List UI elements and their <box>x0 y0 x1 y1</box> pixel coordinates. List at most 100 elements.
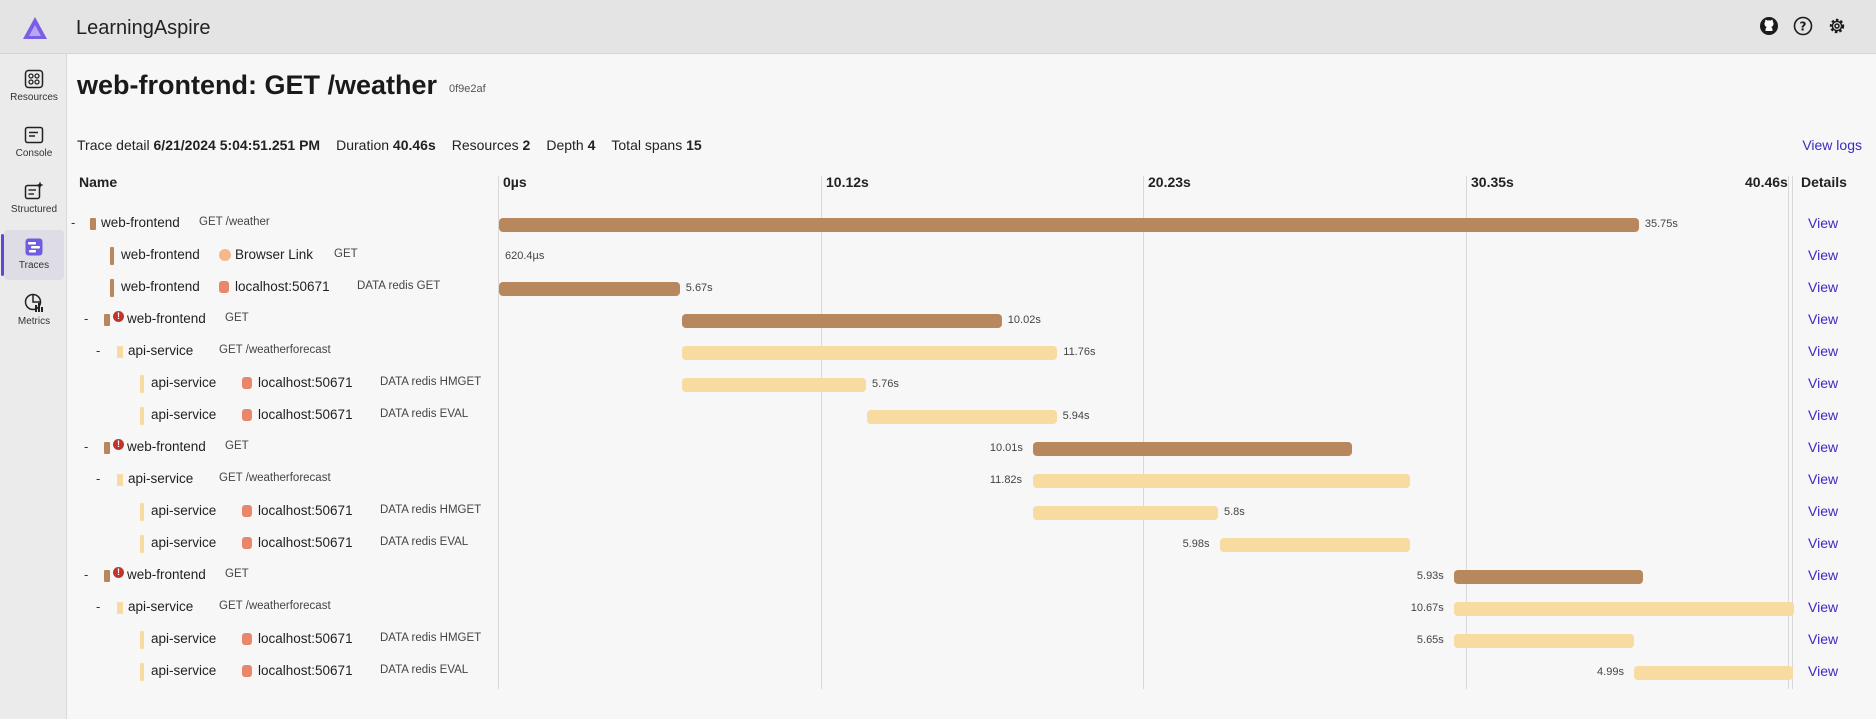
error-icon: ! <box>113 311 124 322</box>
timeline-tick-label: 30.35s <box>1471 174 1514 190</box>
error-icon: ! <box>113 439 124 450</box>
span-duration-bar[interactable] <box>1453 634 1635 648</box>
expand-collapse-toggle[interactable]: - <box>96 599 101 614</box>
name-column-header[interactable]: Name <box>79 174 118 190</box>
service-color-marker <box>140 407 144 425</box>
span-duration-bar[interactable] <box>867 410 1057 424</box>
trace-span-row[interactable]: -! web-frontend GET 5.93s View <box>67 559 1876 591</box>
trace-id: 0f9e2af <box>449 83 486 95</box>
total-spans-label: Total spans <box>611 137 683 153</box>
trace-span-row[interactable]: web-frontend localhost:50671 DATA redis GE… <box>67 271 1876 303</box>
service-color-marker <box>90 218 96 230</box>
database-icon <box>242 409 252 421</box>
span-operation: GET <box>334 248 358 260</box>
span-duration-label: 5.94s <box>1062 410 1090 422</box>
help-icon[interactable]: ? <box>1792 15 1814 37</box>
structured-icon <box>24 181 44 200</box>
span-operation: DATA redis HMGET <box>380 376 482 388</box>
view-span-details-link[interactable]: View <box>1808 599 1839 615</box>
main-content: web-frontend: GET /weather 0f9e2af Trace… <box>67 54 1876 719</box>
span-duration-bar[interactable] <box>499 282 680 296</box>
span-duration-bar[interactable] <box>1033 474 1410 488</box>
sidebar-item-label: Console <box>15 148 53 159</box>
view-span-details-link[interactable]: View <box>1808 503 1839 519</box>
span-operation: GET <box>225 568 249 580</box>
trace-span-row[interactable]: api-service localhost:50671 DATA redis EVA… <box>67 399 1876 431</box>
span-operation: DATA redis GET <box>357 280 441 292</box>
sidebar-item-structured[interactable]: Structured <box>4 174 64 224</box>
app-title[interactable]: LearningAspire <box>76 17 211 39</box>
span-duration-label: 10.02s <box>1007 314 1041 326</box>
expand-collapse-toggle[interactable]: - <box>71 215 76 230</box>
view-span-details-link[interactable]: View <box>1808 343 1839 359</box>
database-icon <box>242 537 252 549</box>
span-peer-name: Browser Link <box>235 247 314 262</box>
expand-collapse-toggle[interactable]: - <box>96 471 101 486</box>
view-span-details-link[interactable]: View <box>1808 631 1839 647</box>
span-duration-bar[interactable] <box>499 218 1639 232</box>
view-span-details-link[interactable]: View <box>1808 439 1839 455</box>
trace-span-row[interactable]: api-service localhost:50671 DATA redis EVA… <box>67 655 1876 687</box>
expand-collapse-toggle[interactable]: - <box>96 343 101 358</box>
expand-collapse-toggle[interactable]: - <box>84 567 89 582</box>
service-color-marker <box>110 247 114 265</box>
trace-span-row[interactable]: api-service localhost:50671 DATA redis HMG… <box>67 495 1876 527</box>
span-duration-bar[interactable] <box>682 314 1002 328</box>
database-icon <box>242 505 252 517</box>
span-duration-bar[interactable] <box>1033 442 1353 456</box>
view-span-details-link[interactable]: View <box>1808 407 1839 423</box>
details-column-header[interactable]: Details <box>1801 174 1847 190</box>
view-logs-link[interactable]: View logs <box>1802 137 1862 153</box>
trace-span-row[interactable]: -! web-frontend GET 10.01s View <box>67 431 1876 463</box>
span-duration-label: 5.98s <box>1182 538 1210 550</box>
page-title: web-frontend: GET /weather <box>77 70 438 100</box>
view-span-details-link[interactable]: View <box>1808 535 1839 551</box>
span-duration-bar[interactable] <box>682 378 866 392</box>
trace-span-row[interactable]: api-service localhost:50671 DATA redis HMG… <box>67 623 1876 655</box>
span-service-name: web-frontend <box>127 311 206 326</box>
trace-span-row[interactable]: web-frontend Browser Link GET 620.4µs View <box>67 239 1876 271</box>
span-duration-bar[interactable] <box>1033 506 1218 520</box>
expand-collapse-toggle[interactable]: - <box>84 439 89 454</box>
span-service-name: web-frontend <box>101 215 180 230</box>
github-icon[interactable] <box>1758 15 1780 37</box>
aspire-logo-icon[interactable] <box>22 16 48 40</box>
sidebar-item-metrics[interactable]: Metrics <box>4 286 64 336</box>
span-service-name: api-service <box>151 663 217 678</box>
console-icon <box>24 126 44 144</box>
view-span-details-link[interactable]: View <box>1808 567 1839 583</box>
sidebar-item-console[interactable]: Console <box>4 118 64 168</box>
span-duration-label: 5.8s <box>1223 506 1245 518</box>
expand-collapse-toggle[interactable]: - <box>84 311 89 326</box>
trace-span-row[interactable]: api-service localhost:50671 DATA redis HMG… <box>67 367 1876 399</box>
trace-span-row[interactable]: api-service localhost:50671 DATA redis EVA… <box>67 527 1876 559</box>
span-service-name: web-frontend <box>121 247 200 262</box>
span-service-name: web-frontend <box>127 439 206 454</box>
sidebar-item-resources[interactable]: Resources <box>4 62 64 112</box>
view-span-details-link[interactable]: View <box>1808 311 1839 327</box>
view-span-details-link[interactable]: View <box>1808 663 1839 679</box>
span-operation: GET /weatherforecast <box>219 600 331 612</box>
trace-span-row[interactable]: - api-service GET /weatherforecast 10.67s Vi… <box>67 591 1876 623</box>
view-span-details-link[interactable]: View <box>1808 471 1839 487</box>
total-spans: Total spans 15 <box>611 137 701 153</box>
sidebar-item-traces[interactable]: Traces <box>1 230 64 280</box>
timeline-gridline <box>498 176 499 689</box>
span-duration-bar[interactable] <box>682 346 1058 360</box>
trace-span-row[interactable]: - web-frontend GET /weather 35.75s View <box>67 207 1876 239</box>
span-duration-bar[interactable] <box>1219 538 1411 552</box>
view-span-details-link[interactable]: View <box>1808 247 1839 263</box>
span-duration-bar[interactable] <box>1634 666 1794 680</box>
span-duration-bar[interactable] <box>1453 602 1795 616</box>
trace-span-row[interactable]: - api-service GET /weatherforecast 11.76s Vi… <box>67 335 1876 367</box>
settings-icon[interactable] <box>1826 15 1848 37</box>
span-duration-bar[interactable] <box>1453 570 1643 584</box>
view-span-details-link[interactable]: View <box>1808 215 1839 231</box>
database-icon <box>242 665 252 677</box>
trace-span-row[interactable]: - api-service GET /weatherforecast 11.82s Vi… <box>67 463 1876 495</box>
trace-summary: Trace detail 6/21/2024 5:04:51.251 PM Du… <box>77 137 702 153</box>
timeline-tick-label: 10.12s <box>826 174 869 190</box>
view-span-details-link[interactable]: View <box>1808 375 1839 391</box>
trace-span-row[interactable]: -! web-frontend GET 10.02s View <box>67 303 1876 335</box>
view-span-details-link[interactable]: View <box>1808 279 1839 295</box>
